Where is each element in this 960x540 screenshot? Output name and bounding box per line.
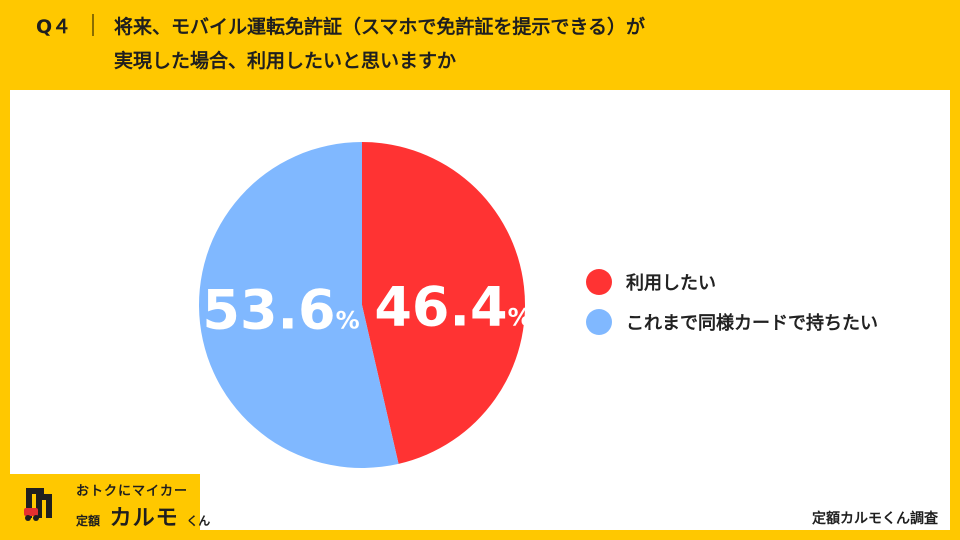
pie-slice-1 — [199, 142, 399, 468]
legend-item-card: これまで同様カードで持ちたい — [586, 302, 878, 342]
chart-panel: 46.4% 53.6% 利用したい これまで同様カードで持ちたい — [10, 90, 950, 530]
question-title: 将来、モバイル運転免許証（スマホで免許証を提示できる）が 実現した場合、利用した… — [114, 10, 934, 78]
legend-swatch-blue — [586, 309, 612, 335]
brand-logo: おトクにマイカー 定額 カルモ くん — [10, 474, 210, 532]
survey-credit: 定額カルモくん調査 — [812, 511, 938, 527]
question-separator — [92, 14, 94, 36]
pie-slice-0 — [362, 142, 526, 464]
question-number: Q４ — [36, 16, 72, 38]
logo-name-main: カルモ — [109, 506, 179, 531]
legend: 利用したい これまで同様カードで持ちたい — [586, 262, 878, 342]
logo-name-prefix: 定額 — [76, 514, 101, 528]
slice-value-label-1: 53.6% — [202, 279, 359, 342]
legend-label: これまで同様カードで持ちたい — [626, 313, 878, 334]
legend-swatch-red — [586, 269, 612, 295]
legend-label: 利用したい — [626, 273, 716, 294]
pie-chart: 46.4%53.6% — [199, 142, 532, 468]
legend-item-use: 利用したい — [586, 262, 878, 302]
slice-value-label-0: 46.4% — [374, 275, 531, 338]
logo-name-suffix: くん — [186, 514, 211, 528]
title-line-2: 実現した場合、利用したいと思いますか — [114, 50, 457, 72]
title-line-1: 将来、モバイル運転免許証（スマホで免許証を提示できる）が — [114, 16, 646, 38]
logo-name: 定額 カルモ くん — [76, 500, 210, 532]
car-logo-icon — [19, 483, 59, 523]
logo-tagline: おトクにマイカー — [76, 484, 189, 499]
